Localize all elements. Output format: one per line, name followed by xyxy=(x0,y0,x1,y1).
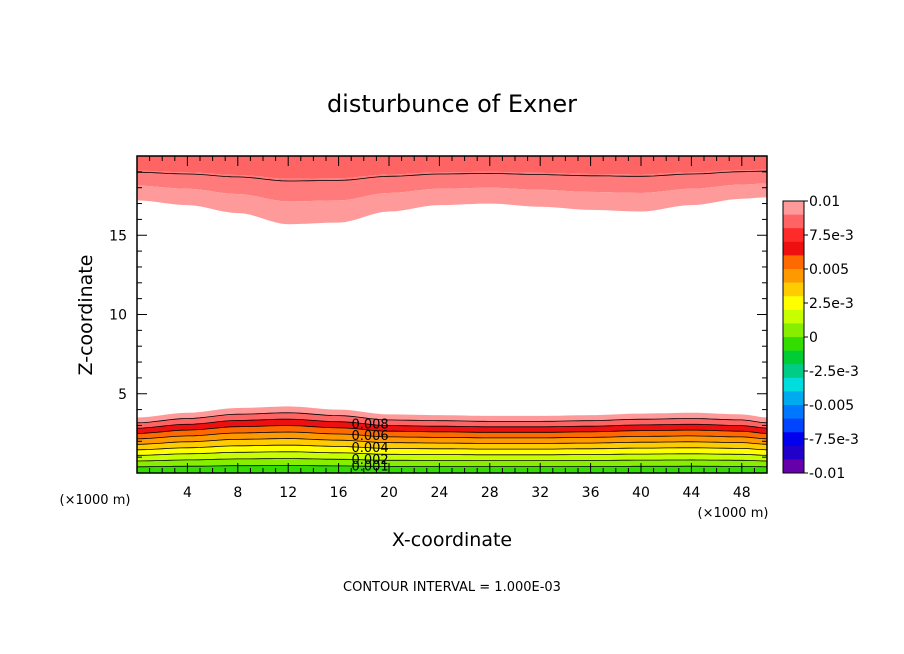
x-axis-label: X-coordinate xyxy=(392,529,512,551)
colorbar-swatch xyxy=(783,418,804,433)
contour-line xyxy=(137,451,768,456)
chart-title: disturbunce of Exner xyxy=(327,90,577,118)
contour-line xyxy=(136,444,768,451)
colorbar-swatch xyxy=(783,364,804,379)
contour-line xyxy=(136,438,768,445)
x-tick-label: 48 xyxy=(733,485,751,501)
contour-lines xyxy=(136,170,768,468)
upper-band-fill xyxy=(137,183,767,225)
contour-fills xyxy=(137,156,767,473)
x-tick-label: 4 xyxy=(183,485,192,501)
colorbar-swatch xyxy=(783,228,804,243)
colorbar-swatch xyxy=(783,405,804,419)
x-tick-labels: 4 8 12 16 20 24 28 32 36 40 44 48 xyxy=(183,485,751,501)
y-axis-label: Z-coordinate xyxy=(75,255,97,376)
colorbar-labels: 0.01 7.5e-3 0.005 2.5e-3 0 -2.5e-3 -0.005 -7.5e… xyxy=(809,194,859,482)
lower-band-fill xyxy=(137,438,767,450)
contour-label: 0.006 xyxy=(351,429,388,444)
colorbar-label: 7.5e-3 xyxy=(809,228,854,244)
y-tick-label: 15 xyxy=(109,228,127,244)
x-unit-right: (×1000 m) xyxy=(698,506,769,521)
contour-line xyxy=(136,431,768,440)
colorbar-label: -7.5e-3 xyxy=(809,432,859,448)
x-tick-label: 12 xyxy=(279,485,297,501)
contour-line xyxy=(136,458,768,462)
colorbar-swatch xyxy=(783,432,804,447)
x-tick-label: 20 xyxy=(380,485,398,501)
colorbar-label: -0.005 xyxy=(809,398,854,414)
x-tick-label: 24 xyxy=(430,485,448,501)
x-tick-label: 40 xyxy=(632,485,650,501)
lower-band-fill xyxy=(137,445,767,456)
contour-line xyxy=(136,412,768,424)
x-tick-label: 8 xyxy=(233,485,242,501)
x-tick-label: 32 xyxy=(531,485,549,501)
contour-line xyxy=(137,170,768,182)
colorbar-swatch xyxy=(783,241,804,256)
y-tick-label: 10 xyxy=(109,308,127,324)
y-tick-labels: 5 10 15 xyxy=(109,228,127,403)
x-tick-label: 28 xyxy=(481,485,499,501)
colorbar-swatch xyxy=(783,445,804,460)
colorbar-label: 2.5e-3 xyxy=(809,296,854,312)
colorbar-label: -2.5e-3 xyxy=(809,364,859,380)
colorbar-swatch xyxy=(783,309,804,324)
lower-band-fill xyxy=(137,406,767,423)
contour-label: 0.008 xyxy=(351,417,388,432)
contour-line xyxy=(136,418,768,429)
colorbar-swatch xyxy=(783,214,804,229)
colorbar xyxy=(782,200,808,474)
colorbar-swatch xyxy=(783,255,804,270)
axis-ticks xyxy=(137,156,767,473)
colorbar-swatch xyxy=(783,282,804,297)
colorbar-swatch xyxy=(783,296,804,311)
colorbar-swatch xyxy=(783,377,804,392)
colorbar-swatch xyxy=(783,201,804,215)
colorbar-label: 0.005 xyxy=(809,262,849,278)
colorbar-swatch xyxy=(783,459,804,474)
contour-label: 0.001 xyxy=(351,459,388,474)
colorbar-swatch xyxy=(783,350,804,365)
colorbar-swatch xyxy=(783,391,804,406)
lower-band-fill xyxy=(137,412,767,429)
contour-line xyxy=(136,425,768,434)
upper-band-fill xyxy=(137,169,767,202)
colorbar-swatch xyxy=(783,337,804,351)
upper-band-fill xyxy=(137,156,767,179)
colorbar-label: 0.01 xyxy=(809,194,840,210)
contour-line xyxy=(137,465,768,468)
contour-label: 0.002 xyxy=(351,453,388,468)
x-tick-label: 36 xyxy=(582,485,600,501)
lower-band-fill xyxy=(137,432,767,445)
contour-label: 0.004 xyxy=(351,441,388,456)
x-unit-left: (×1000 m) xyxy=(60,493,131,508)
x-tick-label: 44 xyxy=(682,485,700,501)
colorbar-swatch xyxy=(783,323,804,338)
colorbar-swatch xyxy=(783,269,804,283)
colorbar-label: -0.01 xyxy=(809,466,845,482)
lower-band-fill xyxy=(137,451,767,461)
contour-interval-note: CONTOUR INTERVAL = 1.000E-03 xyxy=(343,580,561,595)
y-tick-label: 5 xyxy=(118,387,127,403)
x-tick-label: 16 xyxy=(330,485,348,501)
colorbar-label: 0 xyxy=(809,330,818,346)
